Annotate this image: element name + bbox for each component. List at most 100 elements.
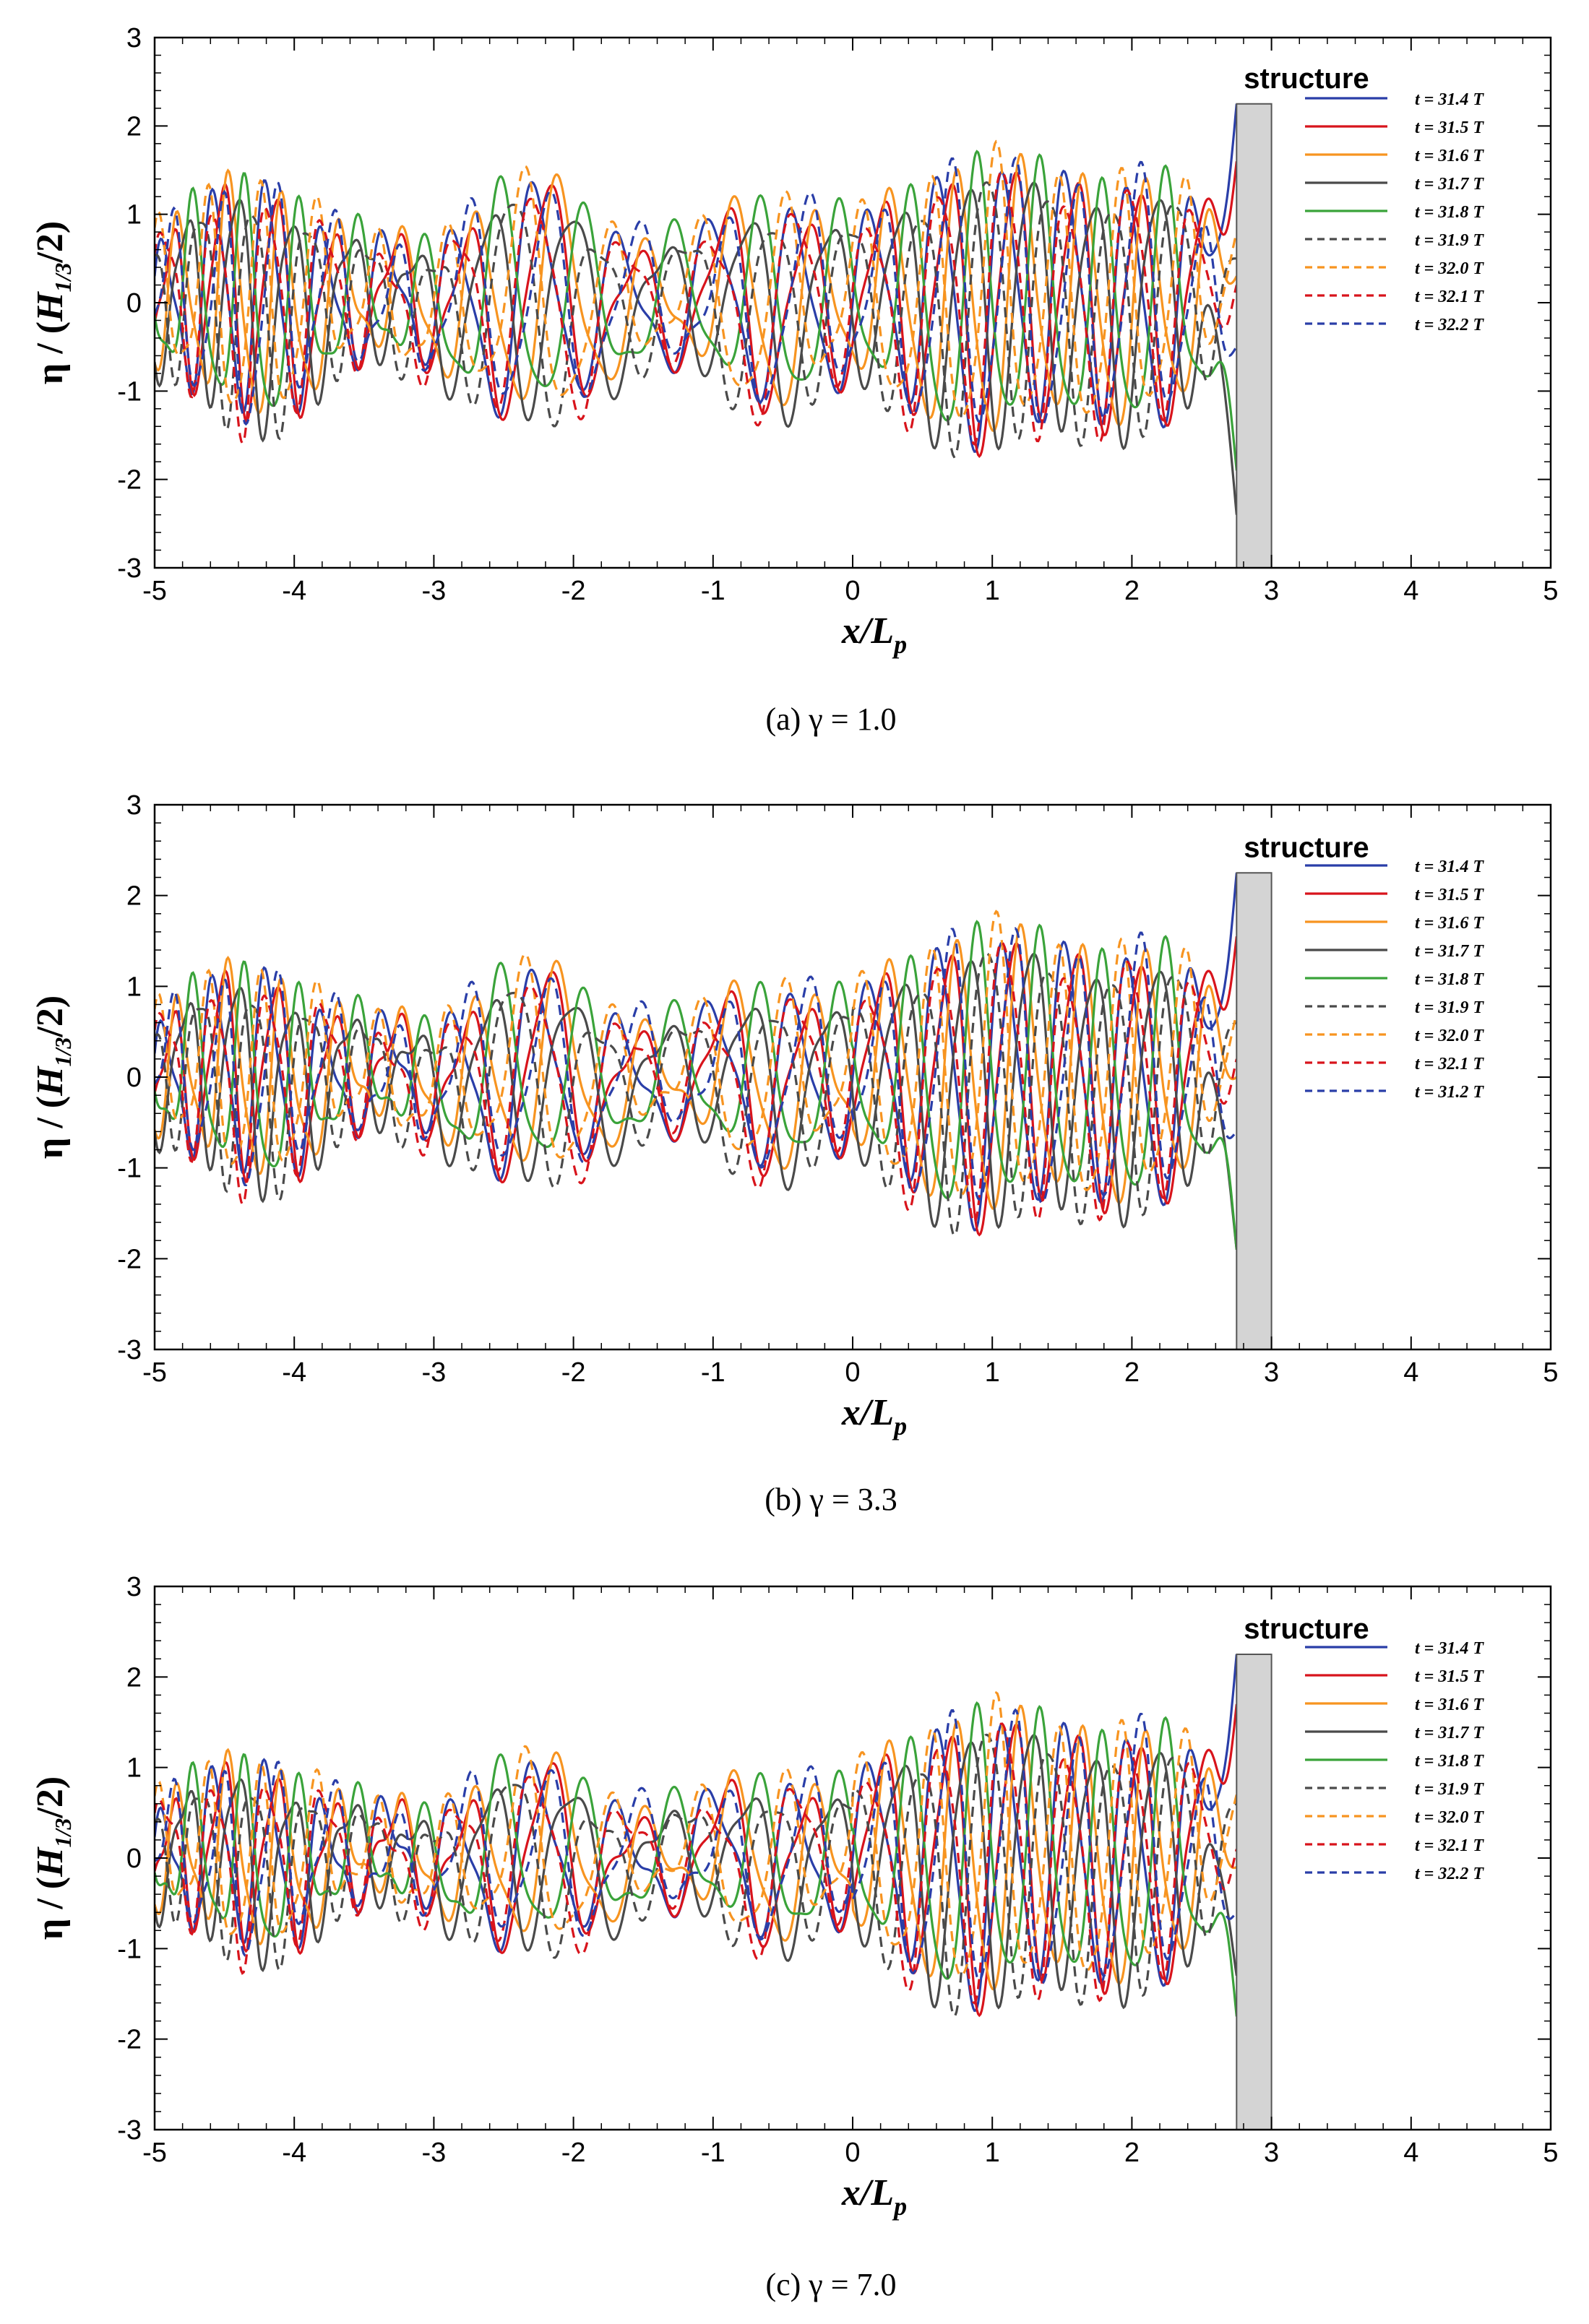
panel-caption: (b) γ = 3.3 — [765, 1482, 897, 1517]
x-tick-label: 1 — [985, 2138, 1000, 2168]
series-line — [155, 170, 1238, 446]
x-tick-label: 1 — [985, 576, 1000, 606]
y-tick-label: -2 — [117, 465, 142, 496]
y-axis-title: η / (H1/3/2) — [30, 221, 76, 384]
series-line — [155, 103, 1238, 453]
series-group — [155, 873, 1238, 1250]
legend-label: t = 32.0 T — [1415, 1027, 1484, 1045]
x-axis-title-main: x/L — [841, 2172, 894, 2213]
y-tick-label: 0 — [126, 1844, 142, 1874]
y-tick-label: 0 — [126, 1063, 142, 1093]
x-tick-label: 2 — [1124, 576, 1140, 606]
structure-box — [1236, 872, 1273, 1350]
x-tick-label: -5 — [142, 576, 167, 606]
x-tick-label: -2 — [561, 1357, 586, 1388]
y-axis-title-sub: 1/3 — [50, 1818, 76, 1848]
legend-label: t = 31.6 T — [1415, 914, 1484, 933]
structure-label: structure — [1244, 1613, 1369, 1645]
legend-label: t = 31.4 T — [1415, 858, 1484, 876]
x-tick-label: 0 — [845, 2138, 860, 2168]
y-tick-label: 1 — [126, 200, 142, 230]
y-tick-label: 0 — [126, 288, 142, 319]
structure-label: structure — [1244, 63, 1369, 95]
series-line — [155, 181, 1238, 515]
series-line — [155, 952, 1237, 1237]
x-tick-label: -1 — [701, 2138, 725, 2168]
series-line — [155, 156, 1238, 427]
panel-caption: (a) γ = 1.0 — [765, 701, 896, 737]
x-tick-label: -2 — [561, 576, 586, 606]
chart-panel-2: structure -5 -4 -3 -2 -1 0 1 2 3 4 5 3 2 1 0 -1 -2 -3 x/Lp η… — [30, 790, 1559, 1517]
x-tick-label: 5 — [1543, 1357, 1558, 1388]
series-line — [155, 1733, 1237, 2018]
y-tick-label: 1 — [126, 1753, 142, 1784]
x-tick-label: -1 — [701, 1357, 725, 1388]
x-tick-label: -1 — [701, 576, 725, 606]
legend-label: t = 31.4 T — [1415, 90, 1484, 109]
legend-label: t = 31.7 T — [1415, 942, 1484, 961]
x-tick-label: 2 — [1124, 2138, 1140, 2168]
legend-label: t = 32.1 T — [1415, 1836, 1484, 1855]
y-axis-title-sub: 1/3 — [50, 1037, 76, 1067]
chart-panel-1: structure -5 -4 -3 -2 -1 0 1 2 3 4 5 3 2 1 0 -1 -2 -3 x/Lp η… — [30, 23, 1559, 737]
y-tick-label: -3 — [117, 1335, 142, 1365]
legend-label: t = 32.1 T — [1415, 288, 1484, 306]
y-axis-title-main: η / ( — [30, 321, 71, 384]
x-tick-label: 0 — [845, 576, 860, 606]
series-line — [155, 952, 1238, 1250]
legend-label: t = 32.0 T — [1415, 259, 1484, 278]
legend-label: t = 32.2 T — [1415, 316, 1484, 334]
series-line — [155, 927, 1238, 1205]
series-group — [155, 103, 1238, 515]
structure-box — [1236, 103, 1273, 569]
legend-label: t = 31.6 T — [1415, 1696, 1484, 1714]
y-axis-title-sub: 1/3 — [50, 263, 76, 293]
x-tick-label: -2 — [561, 2138, 586, 2168]
y-tick-label: 2 — [126, 111, 142, 142]
x-axis-title: x/Lp — [841, 1392, 907, 1440]
x-tick-label: -4 — [282, 2138, 306, 2168]
series-line — [155, 920, 1238, 1250]
y-axis-title-tail: /2) — [30, 1776, 71, 1819]
x-tick-label: 0 — [845, 1357, 860, 1388]
series-line — [155, 1734, 1238, 2010]
series-line — [155, 139, 1238, 419]
x-tick-label: 3 — [1264, 576, 1279, 606]
legend-label: t = 31.9 T — [1415, 1780, 1484, 1799]
legend-label: t = 31.6 T — [1415, 147, 1484, 165]
legend-label: t = 31.5 T — [1415, 118, 1484, 137]
y-tick-label: 3 — [126, 1572, 142, 1602]
y-tick-label: -2 — [117, 1244, 142, 1274]
x-axis-title-sub: p — [892, 2192, 907, 2221]
y-tick-label: -3 — [117, 2115, 142, 2146]
y-tick-label: 3 — [126, 23, 142, 53]
x-tick-label: 4 — [1403, 2138, 1418, 2168]
chart-panel-3: structure -5 -4 -3 -2 -1 0 1 2 3 4 5 3 2 1 0 -1 -2 -3 x/Lp η… — [30, 1572, 1559, 2302]
x-axis-title-sub: p — [892, 1412, 907, 1440]
y-axis-title-tail: /2) — [30, 221, 71, 264]
series-line — [155, 941, 1238, 1224]
x-tick-label: 1 — [985, 1357, 1000, 1388]
x-axis-title: x/Lp — [841, 2172, 907, 2221]
y-axis-title-main: η / ( — [30, 1877, 71, 1940]
legend-label: t = 31.9 T — [1415, 998, 1484, 1017]
y-axis-title-tail: /2) — [30, 995, 71, 1038]
structure-box — [1236, 1654, 1273, 2130]
x-tick-label: -4 — [282, 1357, 306, 1388]
y-axis-title-h: H — [30, 1846, 71, 1878]
series-line — [155, 1690, 1238, 1977]
y-axis-title-h: H — [30, 1066, 71, 1097]
x-tick-label: 2 — [1124, 1357, 1140, 1388]
y-tick-label: -3 — [117, 553, 142, 584]
x-tick-label: 4 — [1403, 576, 1418, 606]
panel-caption: (c) γ = 7.0 — [765, 2267, 896, 2302]
y-tick-label: -1 — [117, 1934, 142, 1964]
x-tick-label: -5 — [142, 2138, 167, 2168]
x-axis-title-sub: p — [892, 630, 907, 659]
series-line — [155, 1701, 1238, 2017]
x-axis-title-main: x/L — [841, 610, 894, 652]
x-tick-label: 5 — [1543, 2138, 1558, 2168]
y-axis-title-h: H — [30, 291, 71, 322]
legend-label: t = 31.9 T — [1415, 231, 1484, 250]
